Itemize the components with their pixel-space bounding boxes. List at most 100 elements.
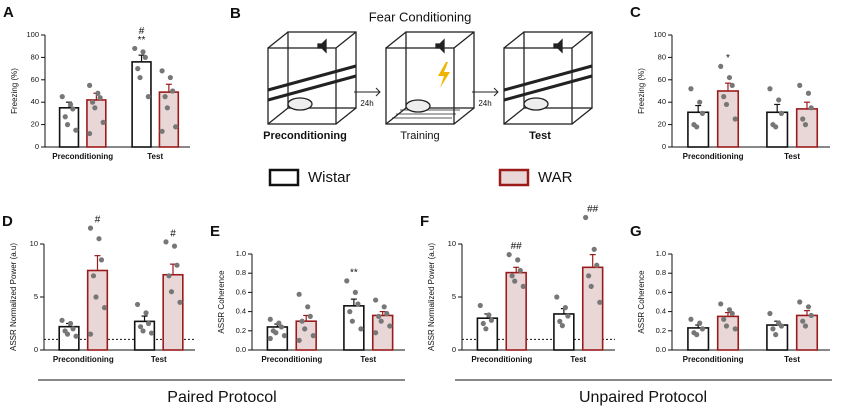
y-tick-label: 0.0 bbox=[236, 345, 246, 354]
stage-label: Test bbox=[529, 130, 551, 142]
data-point bbox=[137, 324, 144, 330]
data-point bbox=[767, 86, 773, 92]
y-tick-label: 5 bbox=[34, 292, 38, 301]
data-point bbox=[480, 320, 486, 327]
data-point bbox=[267, 316, 273, 322]
y-tick-label: 20 bbox=[658, 120, 666, 129]
data-point bbox=[384, 310, 390, 317]
y-axis-label: ASSR Coherence bbox=[637, 270, 646, 334]
data-point bbox=[140, 49, 146, 55]
x-tick-label: Preconditioning bbox=[471, 355, 532, 364]
data-point bbox=[477, 302, 483, 309]
data-point bbox=[96, 236, 102, 242]
data-point bbox=[98, 257, 105, 263]
data-point bbox=[509, 273, 515, 279]
data-point bbox=[70, 326, 76, 332]
data-point bbox=[381, 304, 387, 310]
data-point bbox=[62, 114, 68, 120]
data-point bbox=[591, 246, 597, 252]
x-tick-label: Preconditioning bbox=[683, 355, 744, 364]
data-point bbox=[276, 320, 282, 326]
y-tick-label: 80 bbox=[31, 52, 39, 61]
arrow-label: 24h bbox=[478, 99, 491, 108]
data-point bbox=[726, 307, 733, 313]
data-point bbox=[296, 291, 302, 297]
arrow-label: 24h bbox=[360, 99, 373, 108]
data-point bbox=[148, 330, 155, 336]
data-point bbox=[554, 294, 560, 300]
stage-label: Preconditioning bbox=[263, 130, 347, 142]
data-point bbox=[167, 74, 173, 81]
data-point bbox=[358, 326, 364, 332]
data-point bbox=[344, 278, 350, 284]
data-point bbox=[694, 124, 700, 130]
data-point bbox=[302, 326, 308, 332]
panel-label: B bbox=[230, 5, 241, 22]
data-point bbox=[586, 273, 592, 279]
y-tick-label: 1.0 bbox=[656, 249, 666, 258]
legend-label: WAR bbox=[538, 169, 573, 186]
data-point bbox=[86, 130, 93, 137]
data-point bbox=[373, 330, 379, 336]
data-point bbox=[142, 54, 148, 61]
data-point bbox=[67, 320, 74, 327]
data-point bbox=[726, 74, 733, 81]
annotation: ** bbox=[350, 268, 358, 279]
bar bbox=[766, 111, 789, 148]
data-point bbox=[100, 119, 106, 125]
legend-swatch bbox=[268, 168, 300, 187]
y-axis-label: ASSR Normalized Power (a.u) bbox=[9, 243, 18, 351]
data-point bbox=[87, 225, 94, 231]
data-point bbox=[376, 313, 382, 319]
data-point bbox=[723, 101, 730, 108]
data-point bbox=[506, 252, 512, 258]
data-point bbox=[134, 301, 141, 308]
y-axis-label: ASSR Normalized Power (a.u) bbox=[427, 243, 436, 351]
annotation: ** bbox=[138, 35, 146, 46]
data-point bbox=[697, 99, 703, 105]
y-tick-label: 80 bbox=[658, 52, 666, 61]
data-point bbox=[67, 101, 74, 108]
y-tick-label: 0 bbox=[662, 142, 666, 151]
y-tick-label: 0 bbox=[35, 142, 39, 151]
panel-label: C bbox=[630, 4, 641, 21]
panel-label: D bbox=[2, 213, 13, 230]
data-point bbox=[583, 214, 589, 221]
data-point bbox=[800, 318, 806, 324]
data-point bbox=[168, 289, 175, 295]
y-axis-label: ASSR Coherence bbox=[217, 270, 226, 334]
panel-label: E bbox=[210, 223, 220, 240]
data-point bbox=[162, 94, 168, 100]
data-point bbox=[349, 318, 355, 324]
data-point bbox=[59, 317, 65, 323]
data-point bbox=[718, 63, 724, 69]
y-tick-label: 0 bbox=[34, 345, 38, 354]
stage-label: Training bbox=[400, 130, 439, 142]
data-point bbox=[808, 105, 814, 111]
data-point bbox=[797, 299, 803, 305]
x-tick-label: Test bbox=[360, 355, 376, 364]
bar bbox=[58, 107, 80, 148]
y-tick-label: 0.6 bbox=[656, 287, 666, 296]
x-tick-label: Test bbox=[570, 355, 586, 364]
data-point bbox=[688, 86, 694, 92]
data-point bbox=[86, 82, 93, 88]
x-tick-label: Preconditioning bbox=[261, 355, 322, 364]
legend-swatch bbox=[498, 168, 530, 187]
y-tick-label: 100 bbox=[653, 30, 666, 39]
x-tick-label: Preconditioning bbox=[53, 355, 114, 364]
data-point bbox=[93, 294, 99, 300]
data-point bbox=[387, 323, 393, 329]
data-point bbox=[64, 331, 71, 337]
bar bbox=[131, 61, 152, 148]
data-point bbox=[143, 310, 149, 316]
data-point bbox=[557, 318, 563, 324]
data-point bbox=[170, 88, 176, 94]
data-point bbox=[718, 301, 724, 307]
data-point bbox=[697, 320, 703, 326]
data-point bbox=[797, 82, 803, 88]
data-point bbox=[305, 304, 311, 310]
x-tick-label: Preconditioning bbox=[52, 152, 113, 161]
bar bbox=[687, 327, 710, 351]
